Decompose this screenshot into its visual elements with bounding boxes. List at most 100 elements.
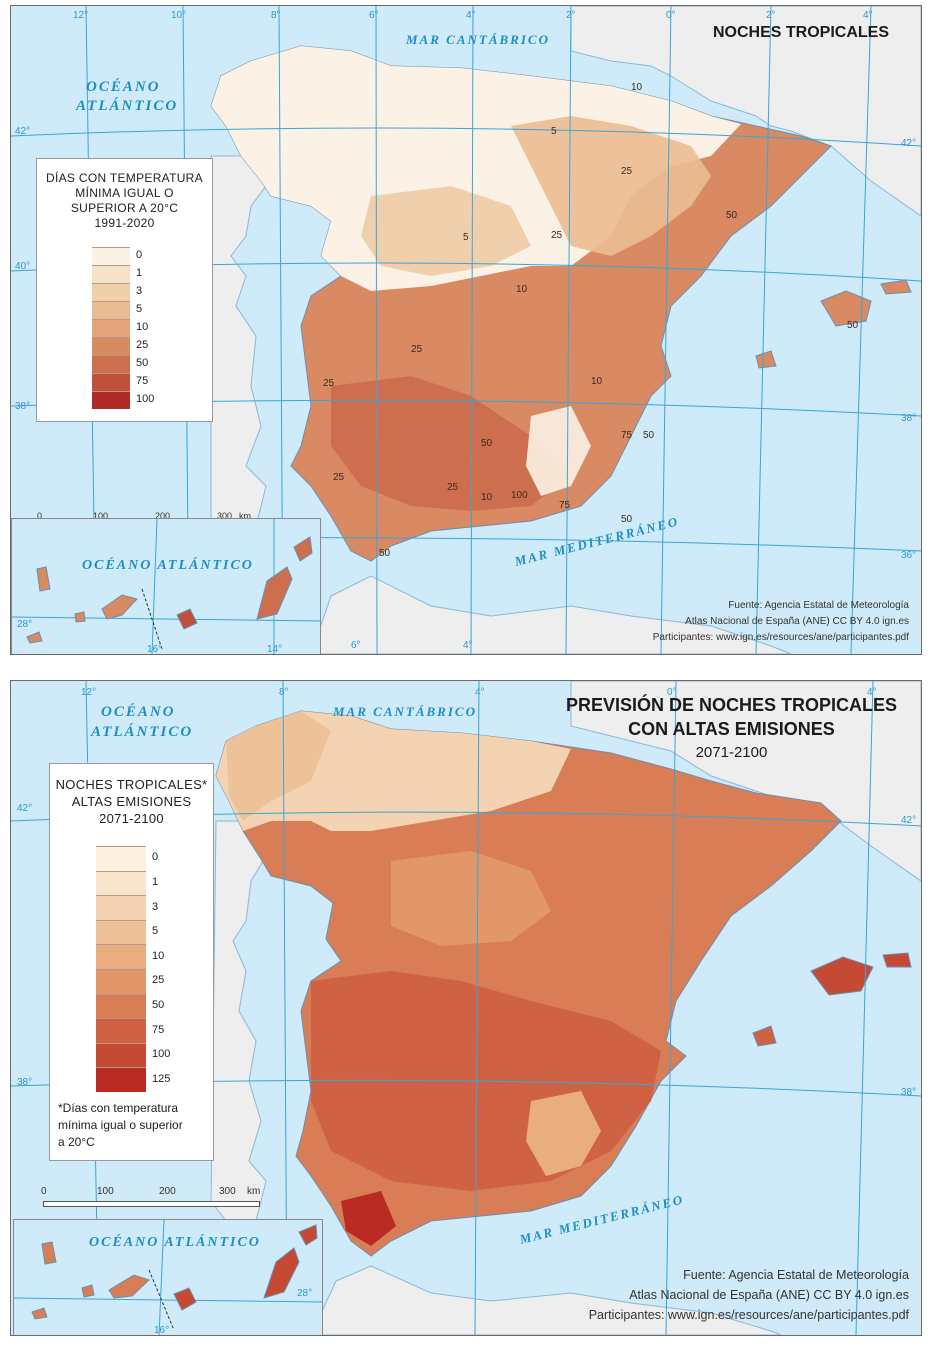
legend-swatch <box>92 283 130 301</box>
grid-label: 38° <box>901 1087 916 1098</box>
legend-swatch <box>92 355 130 373</box>
legend-tick-label: 75 <box>136 375 149 387</box>
map2-source-line: Atlas Nacional de España (ANE) CC BY 4.0… <box>629 1288 909 1302</box>
grid-label: 36° <box>901 550 916 561</box>
legend-tick-label: 100 <box>136 393 155 405</box>
map1-fuerteventura <box>256 566 293 620</box>
map-tropical-nights-1991-2020: 10 5 25 50 25 10 50 25 25 50 75 50 25 10 25 50 5 10 75 100 5… <box>10 5 922 655</box>
map2-legend: NOCHES TROPICALES* ALTAS EMISIONES 2071-… <box>49 763 214 1161</box>
map1-la-gomera <box>74 611 86 623</box>
grid-label: 42° <box>901 815 916 826</box>
grid-label: 4° <box>463 640 473 651</box>
map1-sierra-nevada-zone <box>526 406 591 496</box>
map1-ebro-zone <box>511 116 711 256</box>
map1-scale-tick: 200 <box>155 511 171 521</box>
map2-cadiz-zone <box>341 1191 396 1246</box>
map2-legend-title: NOCHES TROPICALES* ALTAS EMISIONES 2071-… <box>50 776 213 827</box>
legend-swatch <box>96 969 146 994</box>
map2-legend-title-line: 2071-2100 <box>99 811 164 826</box>
legend-swatch <box>96 870 146 896</box>
map2-legend-swatches: 0 1 3 5 10 25 50 75 100 125 <box>96 846 170 1092</box>
map1-africa-land <box>310 575 792 654</box>
grid-label: 50 <box>726 210 738 221</box>
grid-label: 0° <box>666 10 676 21</box>
map1-el-hierro <box>26 631 43 644</box>
map2-subtitle: 2071-2100 <box>695 744 768 761</box>
map1-canarias-grid-label: 14° <box>267 644 282 655</box>
grid-label: 50 <box>643 430 655 441</box>
grid-label: 25 <box>551 230 563 241</box>
grid-label: 42° <box>15 126 30 137</box>
legend-tick-label: 5 <box>152 925 159 938</box>
legend-tick-label: 100 <box>152 1048 171 1061</box>
grid-label: 42° <box>17 803 32 814</box>
map2-scale-unit: km <box>247 1186 261 1197</box>
grid-label: 2° <box>566 10 576 21</box>
map2-galicia-low-zone <box>226 711 331 821</box>
map2-title: PREVISIÓN DE NOCHES TROPICALES CON ALTAS… <box>566 693 897 765</box>
map1-canarias-inset: OCÉANO ATLÁNTICO 28° 16° 14° <box>11 518 321 655</box>
map2-la-palma <box>41 1241 57 1265</box>
grid-label: 12° <box>81 687 96 698</box>
map1-sea-cantabrico: MAR CANTÁBRICO <box>405 32 550 47</box>
legend-tick-label: 75 <box>152 1023 165 1036</box>
grid-label: 75 <box>559 500 571 511</box>
map1-meseta-zone <box>361 186 531 276</box>
grid-label: 38° <box>17 1077 32 1088</box>
legend-tick-label: 1 <box>136 267 143 279</box>
map1-la-palma <box>36 566 51 592</box>
map2-legend-note: *Días con temperatura mínima igual o sup… <box>58 1100 183 1151</box>
map1-source: Fuente: Agencia Estatal de Meteorología … <box>653 598 909 646</box>
map2-source-line: Participantes: www.ign.es/resources/ane/… <box>588 1308 909 1322</box>
grid-label: 40° <box>15 261 30 272</box>
map1-source-line: Participantes: www.ign.es/resources/ane/… <box>652 632 909 643</box>
map1-menorca <box>880 279 912 295</box>
grid-label: 6° <box>351 640 361 651</box>
map2-canarias-grid-label: 16° <box>154 1325 169 1336</box>
map1-title: NOCHES TROPICALES <box>712 24 889 41</box>
map2-sierra-zone <box>526 1091 601 1176</box>
map2-fuerteventura <box>263 1247 300 1299</box>
map2-ibiza <box>752 1025 777 1047</box>
map2-canarias-inset: OCÉANO ATLÁNTICO 28° 16° <box>13 1219 323 1336</box>
legend-tick-label: 50 <box>136 357 149 369</box>
map2-gran-canaria <box>173 1287 197 1311</box>
map2-legend-note-line: *Días con temperatura <box>58 1101 179 1115</box>
grid-label: 5 <box>551 126 557 137</box>
map2-canarias-canvas: OCÉANO ATLÁNTICO 28° 16° <box>14 1220 322 1336</box>
map2-ocean-line2: ATLÁNTICO <box>90 723 193 740</box>
legend-swatch <box>96 993 146 1019</box>
map-tropical-nights-high-emissions-2071-2100: MAR CANTÁBRICO OCÉANO ATLÁNTICO MAR MEDI… <box>10 680 922 1336</box>
map2-scale-tick: 200 <box>159 1186 176 1197</box>
legend-tick-label: 10 <box>136 321 149 333</box>
legend-tick-label: 0 <box>152 851 159 864</box>
legend-swatch <box>92 319 130 337</box>
map1-scale-tick: 300 <box>217 511 233 521</box>
map2-sea-cantabrico: MAR CANTÁBRICO <box>332 704 477 719</box>
map2-africa-land <box>310 1265 782 1335</box>
map2-legend-note-line: a 20°C <box>58 1135 95 1149</box>
map2-title-line: PREVISIÓN DE NOCHES TROPICALES <box>565 695 897 715</box>
grid-label: 25 <box>323 378 335 389</box>
grid-label: 12° <box>73 10 88 21</box>
grid-label: 4° <box>475 687 485 698</box>
map1-guadalquivir-zone <box>331 376 571 511</box>
map2-ocean-canarias: OCÉANO ATLÁNTICO <box>89 1233 261 1250</box>
grid-label: 6° <box>369 10 379 21</box>
map2-scale-tick: 300 <box>219 1186 236 1197</box>
map1-canarias-grid-label: 28° <box>17 619 32 630</box>
grid-label: 25 <box>333 472 345 483</box>
map1-ocean-canarias: OCÉANO ATLÁNTICO <box>82 556 254 573</box>
map1-ocean-line2: ATLÁNTICO <box>75 97 178 114</box>
grid-label: 38° <box>901 413 916 424</box>
legend-tick-label: 3 <box>152 900 159 913</box>
legend-swatch <box>92 391 130 409</box>
map2-scale-bar: 0 100 200 300 km <box>39 1186 269 1210</box>
grid-label: 50 <box>481 438 493 449</box>
map1-legend-title: DÍAS CON TEMPERATURA MÍNIMA IGUAL O SUPE… <box>37 171 212 231</box>
legend-tick-label: 50 <box>152 998 165 1011</box>
map1-ibiza <box>755 350 777 369</box>
legend-swatch <box>96 1018 146 1043</box>
map2-mallorca <box>810 956 874 996</box>
